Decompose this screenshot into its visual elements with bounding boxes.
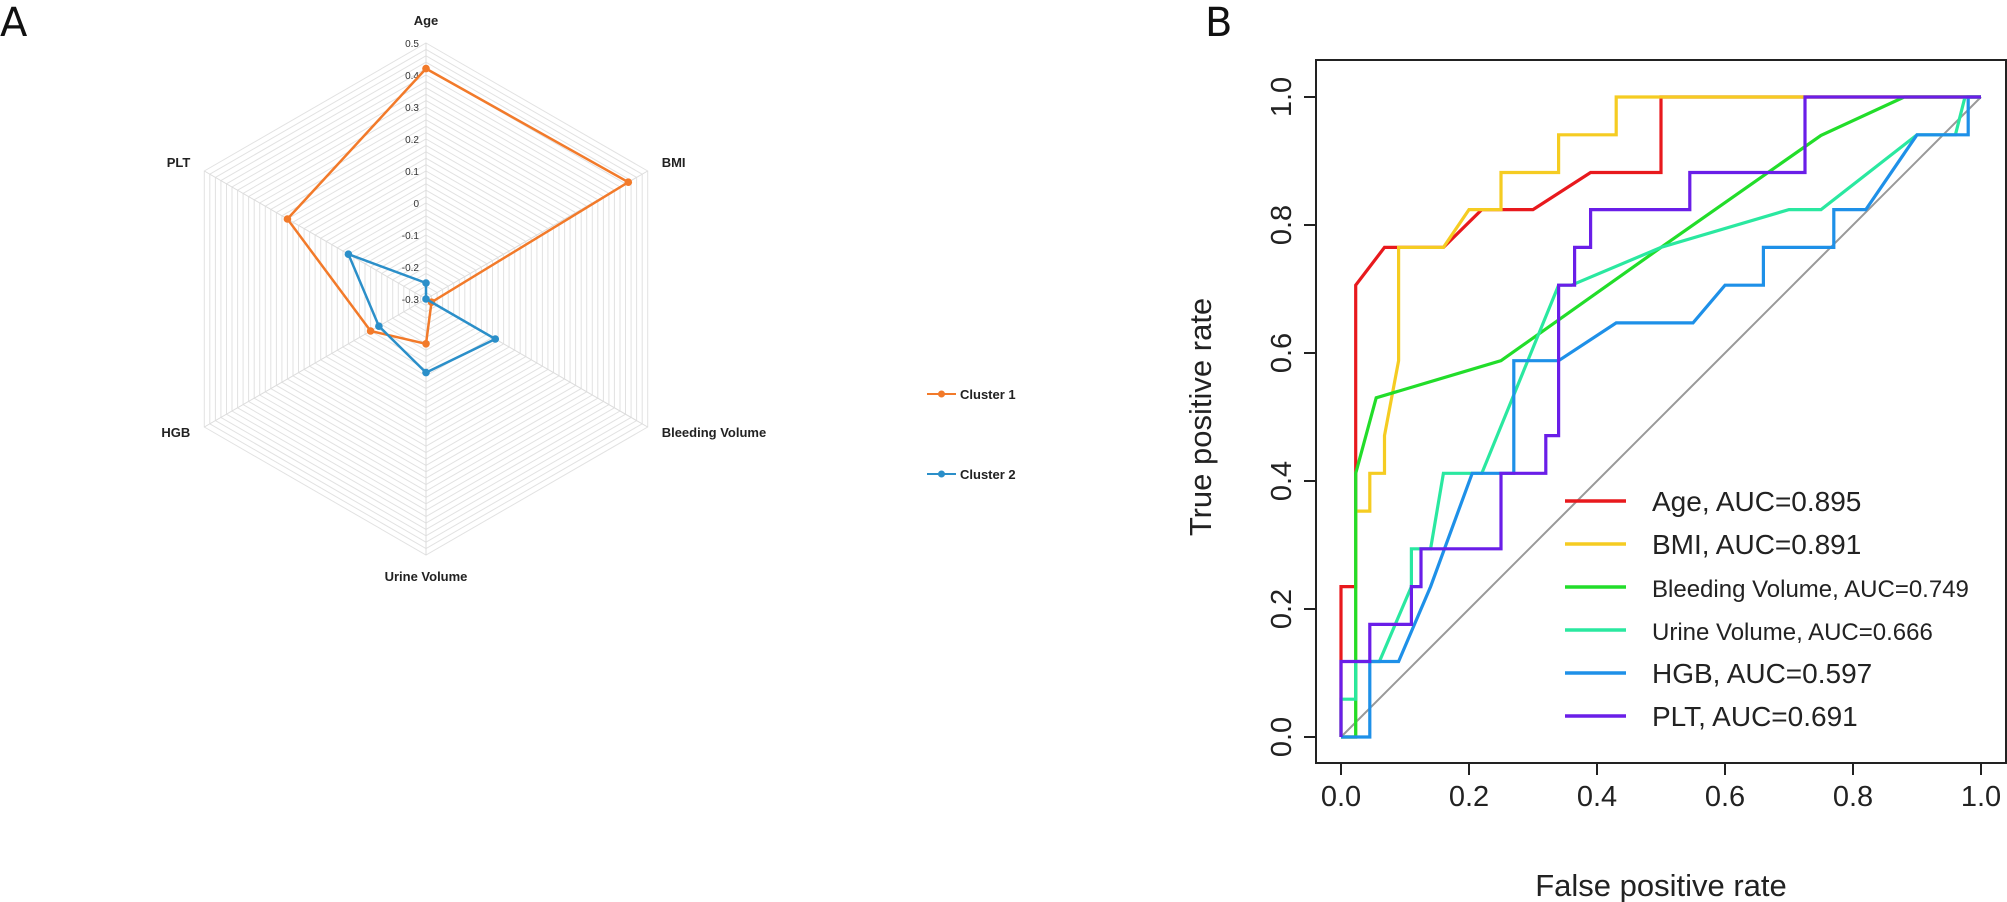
radar-series (283, 64, 633, 377)
panel-letter-a: A (0, 0, 28, 46)
roc-curve (1339, 95, 1981, 737)
radar-axis-label: Bleeding Volume (662, 425, 767, 440)
roc-y-tick-label: 0.0 (1266, 717, 1298, 757)
radar-axis-label: HGB (161, 425, 190, 440)
roc-legend-label: PLT, AUC=0.691 (1652, 701, 1858, 732)
roc-y-tick-label: 0.8 (1266, 205, 1298, 245)
radar-point (624, 178, 633, 186)
roc-y-tick-label: 1.0 (1266, 77, 1298, 117)
roc-y-axis-label: True positive rate (1183, 298, 1218, 536)
roc-x-tick-label: 0.6 (1705, 781, 1745, 813)
radar-legend-marker (938, 470, 945, 478)
roc-x-axis-label: False positive rate (1535, 868, 1787, 902)
radar-point (375, 322, 383, 331)
roc-x-tick-label: 0.2 (1449, 781, 1489, 813)
roc-series (1339, 95, 1981, 739)
radar-legend-label: Cluster 2 (960, 467, 1016, 482)
radar-tick-label: 0.1 (405, 167, 419, 178)
radar-ticks: 0.5 0.4 0.3 0.2 0.1 0 -0.1 -0.2 -0.3 (402, 39, 420, 306)
roc-y-tick-label: 0.4 (1266, 461, 1298, 501)
roc-legend-label: HGB, AUC=0.597 (1652, 658, 1872, 689)
radar-point (344, 250, 353, 258)
radar-axis-label: Age (414, 13, 439, 28)
roc-x-tick-label: 1.0 (1961, 781, 2001, 813)
radar-legend: Cluster 1 Cluster 2 (927, 387, 1016, 482)
radar-tick-label: 0.5 (405, 39, 419, 50)
roc-x-tick-label: 0.0 (1321, 781, 1361, 813)
radar-tick-label: 0.4 (405, 71, 419, 82)
radar-axis-label: PLT (167, 155, 191, 170)
roc-plot-frame (1315, 59, 2007, 764)
radar-axis-label: BMI (662, 155, 686, 170)
radar-legend-marker (938, 390, 945, 398)
radar-point (422, 64, 430, 73)
roc-chart: 0.0 0.2 0.4 0.6 0.8 1.0 0.0 0.2 0.4 0.6 0.8 1.0 Fal… (1183, 59, 2007, 902)
roc-curve (1341, 95, 1981, 739)
radar-point (422, 295, 430, 303)
roc-legend: Age, AUC=0.895 BMI, AUC=0.891 Bleeding Vol… (1565, 486, 1969, 732)
radar-tick-label: 0.3 (405, 103, 419, 114)
radar-point (283, 215, 292, 223)
roc-x-tick-label: 0.8 (1833, 781, 1873, 813)
roc-x-tick-label: 0.4 (1577, 781, 1617, 813)
roc-legend-label: Age, AUC=0.895 (1652, 486, 1861, 517)
radar-point (422, 340, 430, 348)
radar-spoke (204, 298, 427, 428)
radar-point (422, 368, 430, 377)
roc-legend-label: Bleeding Volume, AUC=0.749 (1652, 576, 1969, 603)
radar-legend-label: Cluster 1 (960, 387, 1016, 402)
panel-letter-b: B (1205, 0, 1232, 46)
roc-curve (1341, 95, 1981, 739)
radar-tick-label: 0.2 (405, 135, 419, 146)
roc-diagonal-line (1340, 96, 1982, 738)
roc-legend-label: Urine Volume, AUC=0.666 (1652, 619, 1933, 646)
roc-ticks: 0.0 0.2 0.4 0.6 0.8 1.0 0.0 0.2 0.4 0.6 0.8 1.0 (1266, 77, 2001, 813)
roc-curve (1339, 95, 1981, 737)
radar-tick-label: -0.3 (402, 295, 420, 306)
radar-point (422, 279, 430, 287)
roc-frame (1315, 59, 2007, 764)
radar-point (491, 335, 500, 343)
radar-chart: 0.5 0.4 0.3 0.2 0.1 0 -0.1 -0.2 -0.3 Age BMI Bleed… (161, 13, 1015, 584)
roc-y-tick-label: 0.2 (1266, 589, 1298, 629)
radar-series-line (285, 67, 631, 346)
radar-tick-label: -0.1 (402, 231, 420, 242)
radar-tick-label: 0 (413, 199, 419, 210)
roc-curve (1341, 95, 1981, 739)
radar-tick-label: -0.2 (402, 263, 420, 274)
radar-spoke (204, 170, 427, 300)
roc-legend-label: BMI, AUC=0.891 (1652, 529, 1861, 560)
radar-point (366, 327, 375, 335)
radar-axis-labels: Age BMI Bleeding Volume Urine Volume HGB PLT (161, 13, 766, 584)
radar-axis-label: Urine Volume (385, 569, 468, 584)
roc-y-tick-label: 0.6 (1266, 333, 1298, 373)
